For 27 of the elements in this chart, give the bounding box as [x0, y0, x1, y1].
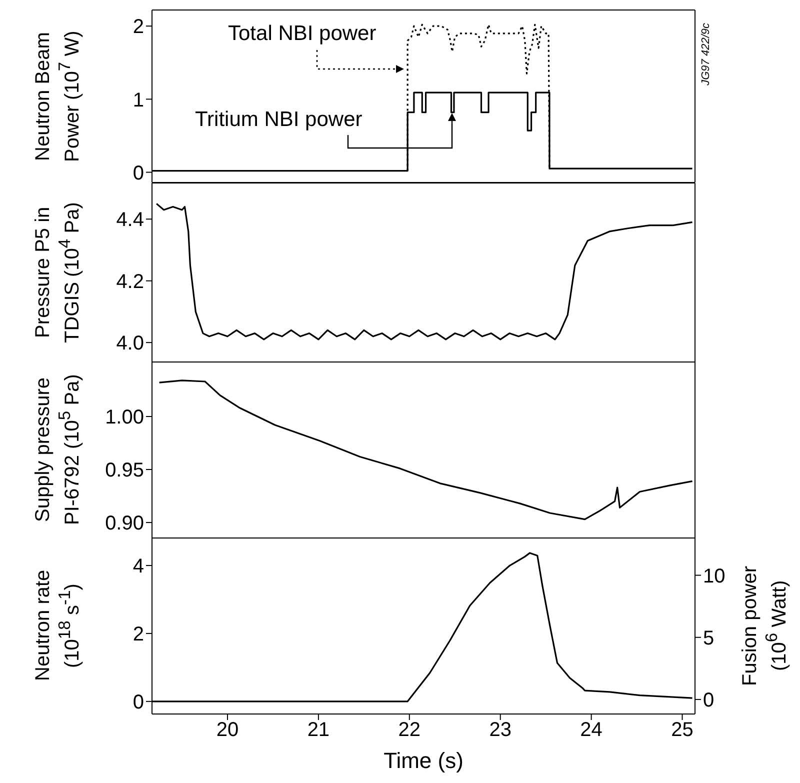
x-axis-title: Time (s) — [384, 748, 464, 772]
x-tick-label: 22 — [398, 718, 421, 741]
y-tick-label: 4.4 — [116, 208, 144, 231]
line-series — [158, 379, 694, 520]
x-tick-label: 24 — [580, 718, 602, 741]
y-tick-label: 4.2 — [116, 270, 144, 292]
y2-tick-label: 5 — [703, 626, 714, 649]
x-tick-label: 25 — [671, 718, 694, 741]
y-tick-label: 4.0 — [116, 332, 144, 354]
y2-tick-label: 10 — [703, 564, 726, 587]
x-tick-label: 20 — [216, 718, 239, 741]
y-tick-label: 4 — [132, 555, 144, 578]
y-tick-label: 0.95 — [105, 459, 144, 482]
y-tick-label: 0 — [132, 691, 144, 714]
line-series — [156, 202, 694, 340]
text: JG97 422/9c — [700, 22, 712, 86]
y-tick-label: 1.00 — [105, 406, 144, 428]
y-tick-label: 0.90 — [105, 512, 144, 534]
y2-tick-label: 0 — [703, 689, 714, 712]
y-tick-label: 1 — [132, 89, 144, 112]
x-tick-label: 23 — [489, 718, 512, 741]
y-tick-label: 0 — [132, 162, 144, 184]
x-tick-label: 21 — [307, 718, 330, 741]
series-label: Total NBI power — [228, 22, 376, 46]
y-tick-label: 2 — [132, 623, 144, 646]
series-label: Tritium NBI power — [195, 108, 362, 132]
y-tick-label: 2 — [132, 16, 144, 38]
